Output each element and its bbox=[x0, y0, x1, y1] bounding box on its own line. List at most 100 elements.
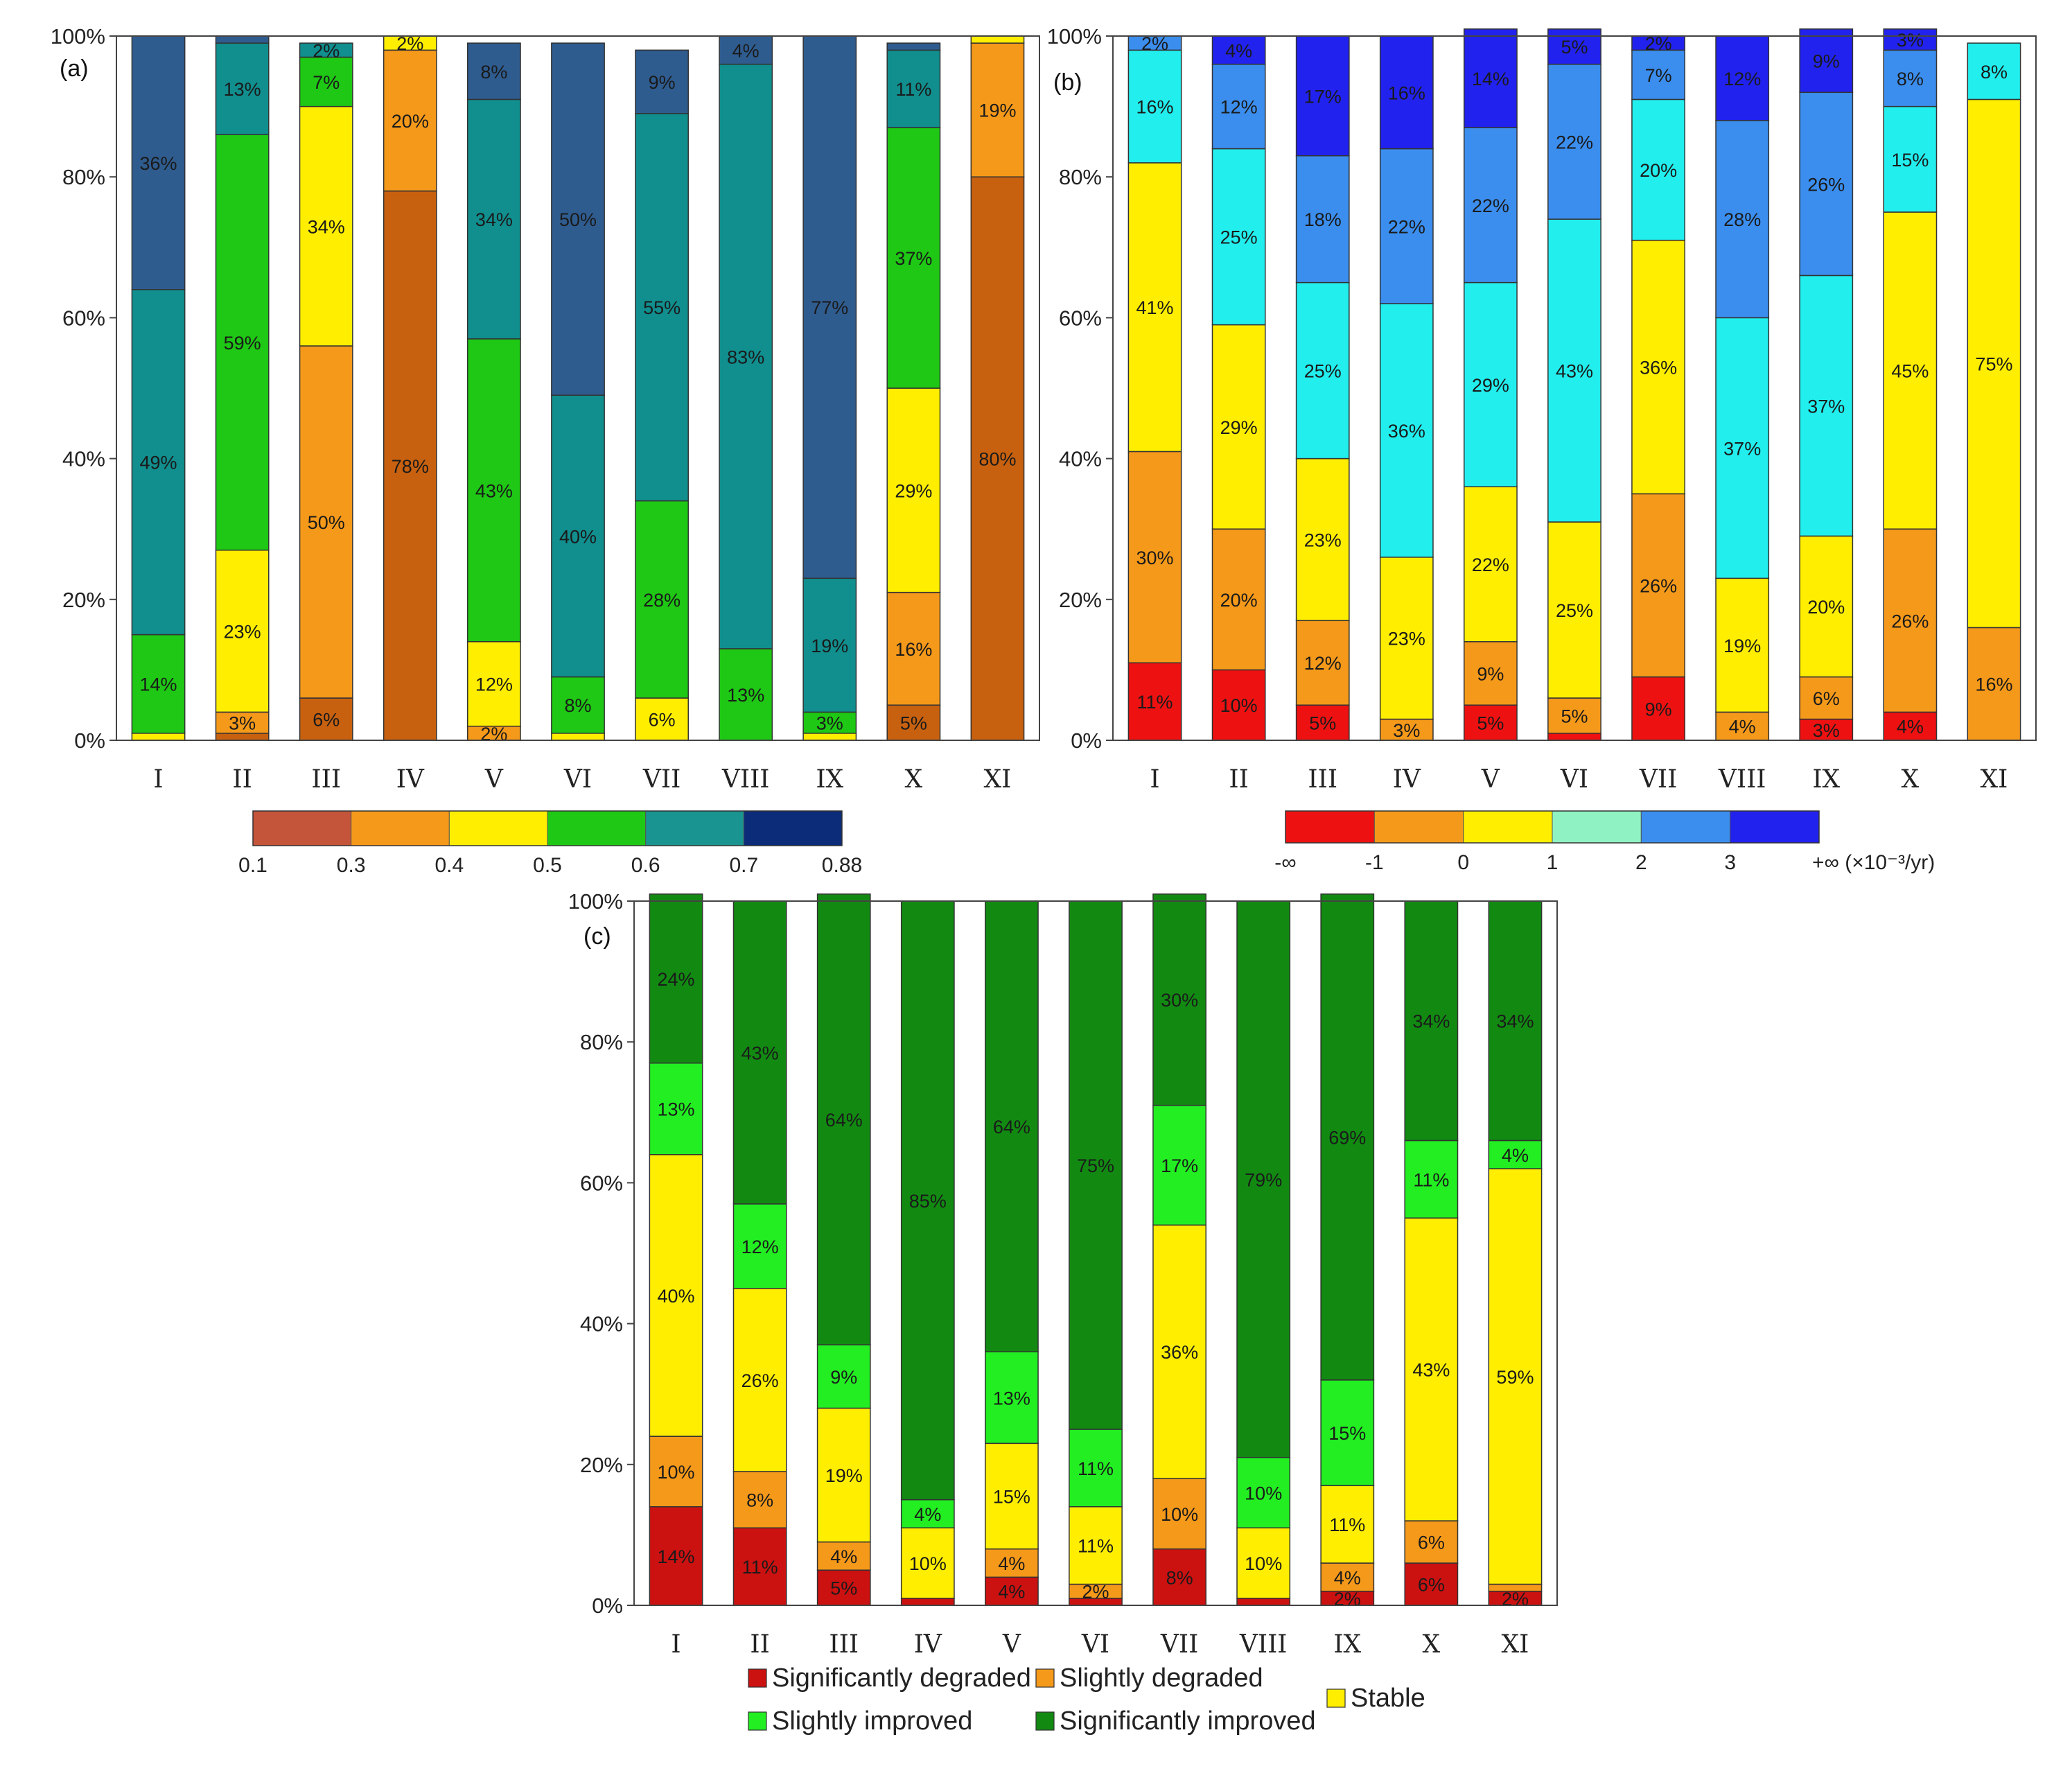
segment-label: 5% bbox=[830, 1578, 857, 1599]
bar-segment bbox=[970, 35, 1025, 44]
segment-label: 14% bbox=[1472, 69, 1509, 89]
bar-segment bbox=[1211, 63, 1266, 150]
legend-swatch bbox=[1035, 1711, 1055, 1731]
bar-segment bbox=[816, 1541, 871, 1571]
bar-segment bbox=[816, 893, 871, 1345]
bar-segment bbox=[1127, 49, 1182, 164]
segment-label: 6% bbox=[649, 710, 676, 731]
bar-segment bbox=[1320, 1562, 1375, 1592]
bar-segment bbox=[1320, 893, 1375, 1381]
y-tick-label: 80% bbox=[1059, 165, 1102, 189]
segment-label: 30% bbox=[1161, 990, 1198, 1011]
segment-label: 26% bbox=[741, 1370, 779, 1391]
segment-label: 30% bbox=[1136, 548, 1174, 568]
y-tick-label: 0% bbox=[74, 728, 105, 753]
bar-segment bbox=[383, 49, 437, 192]
segment-label: 19% bbox=[1723, 636, 1761, 656]
panel-label: (a) bbox=[60, 55, 89, 82]
bar-segment bbox=[1547, 697, 1601, 734]
bar-segment bbox=[1236, 1456, 1291, 1528]
segment-label: 55% bbox=[643, 297, 681, 318]
legend-swatch bbox=[1035, 1668, 1055, 1688]
bar-segment bbox=[1547, 63, 1601, 220]
segment-label: 2% bbox=[1082, 1582, 1109, 1603]
segment-label: 78% bbox=[392, 456, 429, 477]
y-tick-label: 100% bbox=[1047, 24, 1102, 49]
bar-segment bbox=[1464, 28, 1518, 128]
bar-segment bbox=[985, 1351, 1039, 1445]
x-category-label: X bbox=[1423, 1630, 1441, 1659]
segment-label: 25% bbox=[1304, 361, 1342, 382]
colorbar-tick-label: -1 bbox=[1365, 851, 1384, 874]
y-tick-label: 100% bbox=[568, 889, 623, 914]
bar-segment bbox=[551, 733, 605, 741]
bar-segment bbox=[1799, 91, 1854, 277]
segment-label: 2% bbox=[1141, 33, 1168, 54]
segment-label: 10% bbox=[1161, 1504, 1198, 1525]
bar-segment bbox=[1127, 662, 1182, 741]
segment-label: 50% bbox=[308, 512, 345, 533]
x-category-label: III bbox=[829, 1630, 859, 1659]
bar-segment bbox=[1127, 162, 1182, 453]
bar-segment bbox=[1799, 274, 1854, 537]
bar-segment bbox=[131, 733, 186, 741]
segment-label: 24% bbox=[658, 969, 695, 990]
segment-label: 34% bbox=[308, 216, 345, 237]
segment-label: 23% bbox=[1388, 629, 1425, 649]
bar-segment bbox=[1320, 1379, 1375, 1487]
segment-label: 3% bbox=[229, 713, 256, 734]
bar-segment bbox=[299, 56, 353, 107]
segment-label: 11% bbox=[742, 1557, 778, 1578]
bar-segment bbox=[131, 634, 186, 734]
y-tick-label: 0% bbox=[1071, 728, 1102, 753]
segment-label: 10% bbox=[658, 1462, 695, 1483]
bar-segment bbox=[1211, 35, 1266, 65]
bar-segment bbox=[1379, 35, 1434, 150]
segment-label: 2% bbox=[1645, 33, 1672, 54]
bar-segment bbox=[1715, 577, 1770, 713]
x-category-label: II bbox=[1229, 765, 1248, 794]
colorbar-swatch bbox=[1373, 810, 1464, 844]
segment-label: 4% bbox=[1502, 1145, 1529, 1166]
segment-label: 22% bbox=[1556, 132, 1593, 152]
segment-label: 75% bbox=[1077, 1155, 1114, 1176]
segment-label: 43% bbox=[1412, 1360, 1450, 1381]
segment-label: 15% bbox=[1328, 1423, 1366, 1444]
y-tick-label: 60% bbox=[580, 1171, 623, 1195]
bar-segment bbox=[649, 1436, 703, 1508]
bar-segment bbox=[1379, 303, 1434, 558]
bar-segment bbox=[1799, 28, 1854, 94]
segment-label: 23% bbox=[224, 622, 261, 643]
bar-segment bbox=[635, 113, 689, 502]
x-category-label: II bbox=[232, 765, 252, 794]
bar-segment bbox=[1295, 281, 1350, 460]
x-category-label: VI bbox=[1560, 765, 1588, 794]
segment-label: 8% bbox=[1166, 1567, 1193, 1588]
bar-segment bbox=[467, 98, 521, 340]
segment-label: 34% bbox=[1412, 1011, 1450, 1032]
segment-label: 16% bbox=[1388, 82, 1425, 103]
y-tick-label: 60% bbox=[1059, 306, 1102, 330]
bar-segment bbox=[131, 289, 186, 636]
bar-segment bbox=[1152, 893, 1206, 1106]
segment-label: 25% bbox=[1556, 600, 1593, 621]
bar-segment bbox=[1715, 120, 1770, 319]
bar-segment bbox=[1883, 211, 1938, 530]
bar-segment bbox=[802, 733, 857, 741]
colorbar-swatch bbox=[1552, 810, 1642, 844]
segment-label: 12% bbox=[1220, 97, 1258, 118]
segment-label: 43% bbox=[741, 1042, 779, 1063]
colorbar-tick-label: -∞ bbox=[1274, 851, 1296, 874]
bar-segment bbox=[1211, 148, 1266, 326]
bar-segment bbox=[635, 500, 689, 699]
bar-segment bbox=[551, 676, 605, 734]
bar-segment bbox=[1404, 1562, 1459, 1606]
segment-label: 11% bbox=[1078, 1458, 1114, 1479]
x-category-label: V bbox=[484, 765, 504, 794]
colorbar-tick-label: +∞ (×10⁻³/yr) bbox=[1812, 851, 1935, 874]
segment-label: 45% bbox=[1891, 361, 1929, 382]
bar-segment bbox=[1404, 1520, 1459, 1564]
y-tick-label: 100% bbox=[51, 24, 105, 49]
segment-label: 5% bbox=[1309, 713, 1336, 734]
bar-segment bbox=[1547, 733, 1601, 741]
